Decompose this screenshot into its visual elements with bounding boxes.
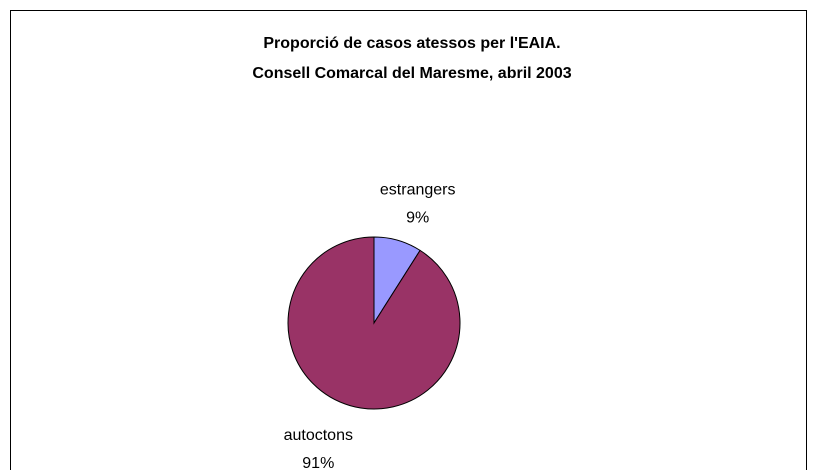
chart-title: Consell Comarcal del Maresme, abril 2003 [252,65,571,82]
slice-label: estrangers [380,181,456,198]
slice-label: autoctons [284,427,353,444]
slice-value-label: 91% [302,455,334,470]
slice-value-label: 9% [406,209,429,226]
pie-slice [287,236,461,410]
chart-title: Proporció de casos atessos per l'EAIA. [263,35,560,52]
